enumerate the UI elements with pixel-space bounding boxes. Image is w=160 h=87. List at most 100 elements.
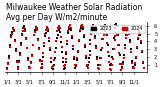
Point xyxy=(133,64,136,65)
Point xyxy=(92,27,95,28)
Point xyxy=(73,58,76,60)
Point xyxy=(117,34,120,35)
Point xyxy=(130,48,132,50)
Point xyxy=(133,62,136,64)
Point xyxy=(36,29,38,31)
Point xyxy=(108,62,110,63)
Point xyxy=(81,24,83,25)
Point xyxy=(95,48,98,49)
Point xyxy=(40,66,43,68)
Point xyxy=(135,46,138,48)
Point xyxy=(104,24,106,25)
Point xyxy=(114,25,117,26)
Point xyxy=(139,32,142,34)
Point xyxy=(117,44,120,45)
Point xyxy=(14,50,17,51)
Point xyxy=(101,38,103,40)
Point xyxy=(35,27,37,28)
Point xyxy=(121,66,124,68)
Point xyxy=(37,48,40,49)
Point xyxy=(55,41,57,42)
Point xyxy=(47,30,50,31)
Point xyxy=(76,59,78,61)
Point xyxy=(9,45,11,46)
Point xyxy=(80,25,82,27)
Point xyxy=(23,28,26,29)
Point xyxy=(16,68,19,70)
Point xyxy=(125,35,127,36)
Point xyxy=(143,67,146,68)
Point xyxy=(88,54,91,55)
Point xyxy=(59,32,61,33)
Point xyxy=(71,35,74,37)
Point xyxy=(49,47,52,48)
Point xyxy=(94,38,97,39)
Point xyxy=(84,55,87,57)
Point xyxy=(63,65,66,66)
Point xyxy=(54,57,56,58)
Point xyxy=(48,37,51,38)
Point xyxy=(70,29,73,31)
Point xyxy=(107,51,109,52)
Point xyxy=(105,33,107,35)
Point xyxy=(120,69,123,71)
Point xyxy=(128,31,130,32)
Point xyxy=(14,48,17,50)
Point xyxy=(38,59,41,61)
Point xyxy=(132,66,134,68)
Point xyxy=(140,41,143,42)
Point xyxy=(41,60,44,61)
Point xyxy=(72,45,75,47)
Point xyxy=(97,65,100,66)
Point xyxy=(58,29,60,31)
Point xyxy=(112,48,115,50)
Point xyxy=(91,29,94,31)
Point xyxy=(18,60,21,61)
Point xyxy=(64,61,67,62)
Point xyxy=(66,40,69,41)
Point xyxy=(95,45,98,47)
Point xyxy=(79,29,81,31)
Point xyxy=(99,57,101,58)
Point xyxy=(74,65,76,66)
Point xyxy=(59,28,61,29)
Point xyxy=(38,60,41,61)
Point xyxy=(102,28,104,30)
Point xyxy=(88,50,91,51)
Point xyxy=(52,68,54,70)
Point xyxy=(86,65,89,66)
Point xyxy=(31,55,33,57)
Point xyxy=(60,42,62,43)
Point xyxy=(87,61,90,62)
Point xyxy=(86,67,89,68)
Point xyxy=(15,62,18,63)
Point xyxy=(31,54,33,55)
Point xyxy=(9,46,11,48)
Point xyxy=(76,58,78,59)
Point xyxy=(123,57,125,58)
Point xyxy=(100,49,102,51)
Point xyxy=(90,33,93,35)
Point xyxy=(138,30,141,31)
Point xyxy=(74,67,76,68)
Point xyxy=(55,47,57,48)
Point xyxy=(63,67,66,68)
Point xyxy=(118,52,121,54)
Point xyxy=(100,58,102,59)
Point xyxy=(112,38,115,39)
Point xyxy=(101,48,103,49)
Point xyxy=(52,65,54,67)
Point xyxy=(116,35,119,36)
Point xyxy=(51,68,53,69)
Point xyxy=(141,52,144,53)
Point xyxy=(36,39,39,41)
Point xyxy=(46,26,49,28)
Point xyxy=(108,64,111,65)
Point xyxy=(77,50,79,51)
Point xyxy=(103,25,105,27)
Point xyxy=(20,44,23,45)
Point xyxy=(10,36,12,38)
Point xyxy=(41,63,44,64)
Point xyxy=(32,44,34,45)
Legend: 2023, 2024: 2023, 2024 xyxy=(90,25,145,33)
